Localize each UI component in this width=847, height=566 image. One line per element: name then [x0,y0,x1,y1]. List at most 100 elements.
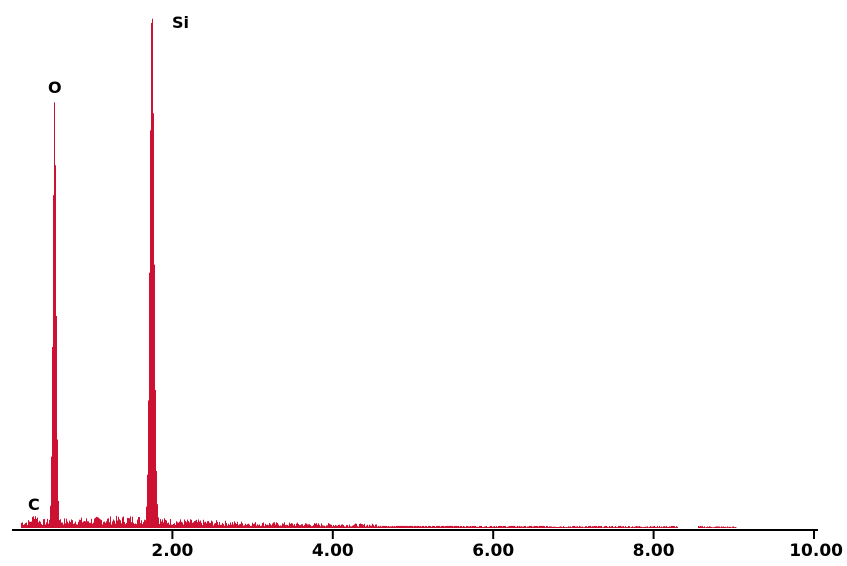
spectrum-bar [232,522,233,528]
spectrum-bar [430,526,431,528]
spectrum-bar [633,527,634,528]
spectrum-bar [386,525,387,528]
spectrum-bar [134,523,135,528]
spectrum-bar [239,524,240,528]
spectrum-bar [328,523,329,528]
spectrum-bar [643,527,644,528]
spectrum-bar [81,517,82,528]
x-tick-label: 6.00 [472,541,514,561]
spectrum-bar [569,526,570,528]
spectrum-bar [122,517,123,528]
spectrum-bar [142,524,143,528]
spectrum-bar [726,527,727,528]
spectrum-bar [730,526,731,528]
spectrum-bar [438,525,439,528]
spectrum-bar [379,526,380,528]
spectrum-bar [635,526,636,528]
spectrum-bar [666,525,667,528]
spectrum-bar [579,525,580,528]
spectrum-bar [593,526,594,528]
spectrum-bar [518,526,519,528]
spectrum-bar [332,526,333,528]
spectrum-bar [341,524,342,528]
spectrum-bar [431,526,432,528]
spectrum-bar [620,525,621,528]
spectrum-bar [187,519,188,528]
spectrum-bar [216,520,217,528]
spectrum-bar [69,520,70,528]
spectrum-bar [632,526,633,528]
spectrum-bar [668,526,669,528]
spectrum-bar [597,526,598,528]
spectrum-bar [273,522,274,528]
spectrum-bar [449,525,450,528]
spectrum-bar [171,524,172,528]
spectrum-bar [412,525,413,528]
spectrum-bar [628,525,629,528]
spectrum-bar [141,520,142,528]
spectrum-bar [296,523,297,528]
spectrum-bar [584,527,585,528]
peak-label-o: O [48,78,62,97]
spectrum-bar [298,524,299,528]
spectrum-bar [104,521,105,528]
spectrum-bar [304,524,305,528]
spectrum-bar [40,521,41,528]
spectrum-bar [601,525,602,528]
spectrum-bar [718,526,719,528]
spectrum-bar [487,527,488,528]
spectrum-bar [470,525,471,528]
spectrum-bar [605,525,606,528]
spectrum-bar [157,504,158,528]
spectrum-bar [352,525,353,528]
x-tick-label: 4.00 [312,541,354,561]
spectrum-bar [481,525,482,528]
peak-label-si: Si [172,13,189,32]
spectrum-bar [86,518,87,528]
spectrum-bar [486,525,487,528]
spectrum-bar [392,525,393,528]
spectrum-bar [469,526,470,528]
spectrum-bar [337,525,338,528]
spectrum-bar [62,522,63,528]
spectrum-bar [523,526,524,528]
spectrum-bar [105,522,106,528]
spectrum-bar [667,527,668,528]
spectrum-bar [554,526,555,528]
spectrum-bar [188,521,189,528]
spectrum-bar [354,524,355,528]
spectrum-bar [26,522,27,528]
spectrum-bar [258,525,259,528]
spectrum-bar [137,519,138,528]
spectrum-bar [173,523,174,528]
spectrum-bar [225,520,226,528]
spectrum-bar [347,525,348,528]
spectrum-bar [235,522,236,528]
spectrum-bar [312,525,313,528]
spectrum-bar [570,526,571,528]
spectrum-bar [78,521,79,528]
spectrum-bar [214,523,215,528]
spectrum-bar [443,525,444,528]
spectrum-bar [162,519,163,528]
spectrum-bar [233,524,234,528]
spectrum-bar [306,523,307,528]
spectrum-bar [604,526,605,528]
spectrum-bar [506,527,507,528]
spectrum-bar [156,470,157,528]
spectrum-bar [381,526,382,528]
spectrum-bar [135,523,136,528]
spectrum-bar [459,526,460,528]
spectrum-bar [639,525,640,528]
spectrum-bar [96,516,97,528]
spectrum-bar [515,526,516,528]
spectrum-bar [388,525,389,528]
spectrum-bar [561,526,562,528]
spectrum-bar [115,523,116,528]
spectrum-bar [550,526,551,528]
spectrum-bar [284,522,285,528]
spectrum-bar [31,521,32,528]
spectrum-bar [410,525,411,528]
spectrum-bar [230,522,231,528]
spectrum-bar [421,526,422,528]
